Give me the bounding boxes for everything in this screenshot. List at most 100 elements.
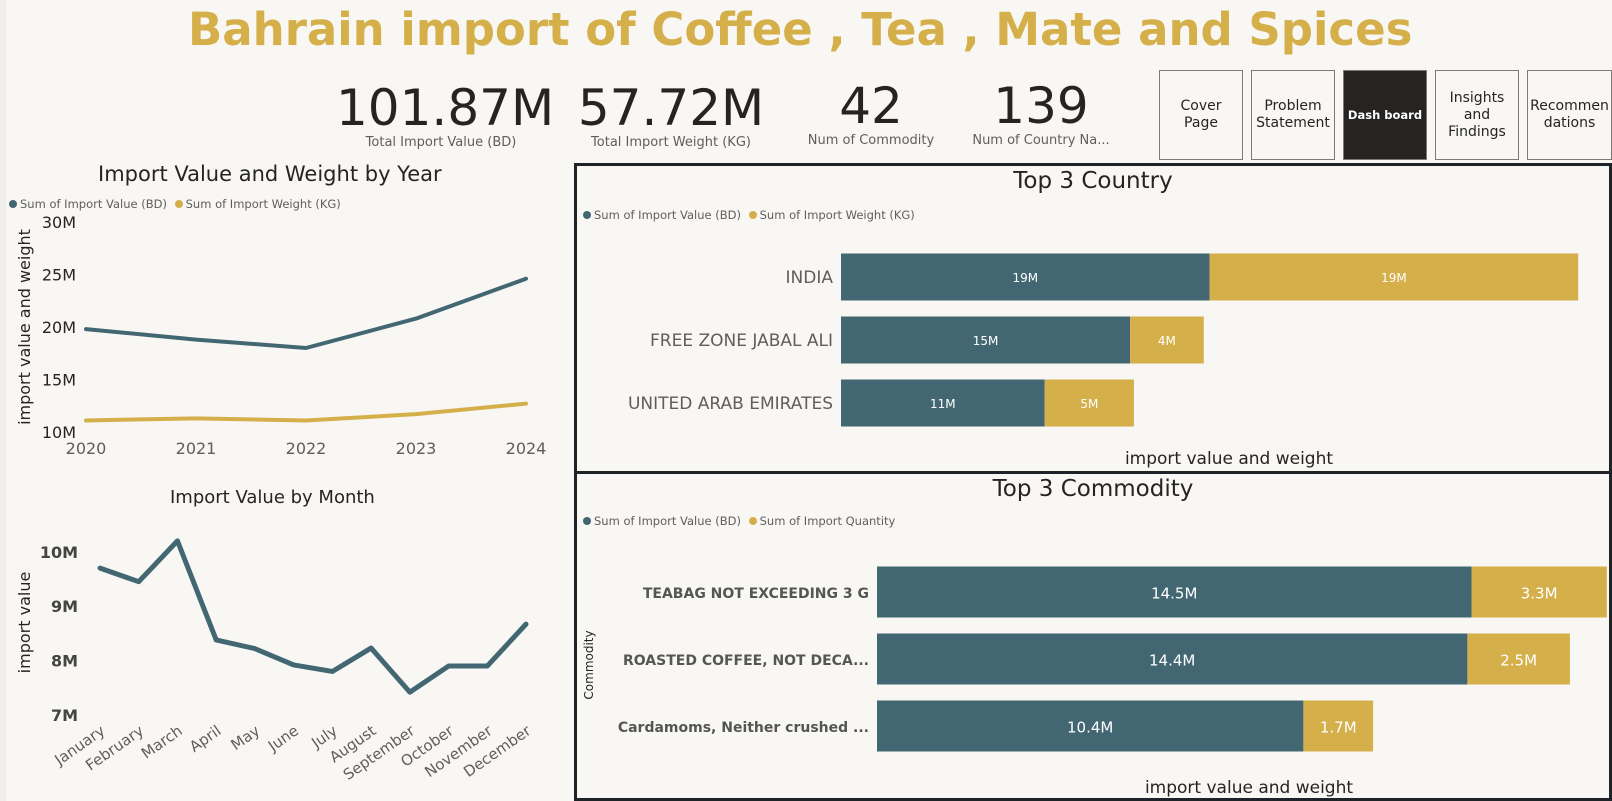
month-chart-title: Import Value by Month — [170, 487, 375, 508]
x-tick-label: 2021 — [176, 439, 217, 458]
category-label: ROASTED COFFEE, NOT DECA... — [623, 653, 869, 669]
legend-dot-weight — [748, 211, 757, 219]
y-tick-label: 10M — [42, 423, 76, 442]
commodity-bar-chart: TEABAG NOT EXCEEDING 3 G 14.5M 3.3M ROASTED… — [582, 566, 1607, 798]
x-axis-label: import value and weight — [1125, 449, 1333, 469]
data-label: 4M — [1158, 334, 1176, 348]
data-label: 3.3M — [1521, 585, 1558, 603]
legend-label-value: Sum of Import Value (BD) — [594, 514, 741, 528]
legend-label-weight: Sum of Import Weight (KG) — [759, 208, 915, 222]
legend-dot-value — [9, 200, 17, 208]
bar-segment-value — [877, 633, 1468, 685]
x-tick-label: May — [227, 721, 263, 754]
kpi-num-commodity: 42 Num of Commodity — [796, 78, 946, 148]
y-tick-label: 25M — [42, 266, 76, 285]
y-tick-label: 10M — [40, 543, 78, 562]
x-tick-label: June — [264, 722, 302, 756]
bar-segment-weight — [1209, 253, 1579, 301]
country-chart-legend: Sum of Import Value (BD) Sum of Import W… — [583, 208, 919, 222]
bar-segment-weight — [1130, 316, 1204, 364]
x-tick-label: 2020 — [66, 439, 107, 458]
data-label: 19M — [1381, 271, 1407, 285]
legend-label-value: Sum of Import Value (BD) — [20, 197, 167, 211]
data-label: 15M — [973, 334, 999, 348]
kpi-value: 139 — [993, 77, 1089, 135]
y-axis-label: import value and weight — [15, 229, 34, 425]
data-label: 11M — [930, 397, 956, 411]
commodity-chart-title: Top 3 Commodity — [992, 476, 1194, 502]
commodity-chart-legend: Sum of Import Value (BD) Sum of Import Q… — [583, 514, 899, 528]
series-line-value — [84, 276, 528, 350]
bar-segment-weight — [1471, 566, 1607, 618]
kpi-label: Num of Commodity — [807, 133, 935, 148]
kpi-label: Total Import Value (BD) — [365, 135, 517, 150]
x-tick-label: March — [138, 722, 186, 763]
data-label: 1.7M — [1320, 719, 1357, 737]
y-tick-label: 7M — [51, 706, 78, 725]
legend-label-weight: Sum of Import Weight (KG) — [185, 197, 341, 211]
x-tick-label: 2024 — [506, 439, 547, 458]
legend-dot-value — [583, 211, 591, 219]
y-tick-label: 15M — [42, 371, 76, 390]
country-chart-title: Top 3 Country — [1013, 168, 1173, 194]
category-label: UNITED ARAB EMIRATES — [628, 394, 833, 414]
top-commodity-card: Top 3 Commodity Sum of Import Value (BD)… — [574, 471, 1612, 801]
kpi-value: 42 — [839, 77, 903, 135]
kpi-total-import-value: 101.87M Total Import Value (BD) — [336, 79, 555, 150]
y-axis-label: import value — [15, 572, 34, 674]
bar-segment-weight — [1044, 379, 1134, 427]
category-label: TEABAG NOT EXCEEDING 3 G — [643, 586, 869, 602]
category-label: FREE ZONE JABAL ALI — [650, 331, 833, 351]
bar-segment-value — [841, 316, 1131, 364]
legend-label-value: Sum of Import Value (BD) — [594, 208, 741, 222]
bar-segment-weight — [1303, 700, 1374, 752]
bar-segment-value — [841, 379, 1045, 427]
kpi-value: 57.72M — [577, 79, 765, 137]
bar-segment-value — [877, 700, 1304, 752]
data-label: 10.4M — [1067, 719, 1113, 737]
kpi-label: Num of Country Na... — [972, 133, 1110, 148]
y-axis-label: Commodity — [582, 630, 596, 699]
kpi-label: Total Import Weight (KG) — [591, 135, 751, 150]
bar-segment-weight — [1467, 633, 1570, 685]
year-chart-title: Import Value and Weight by Year — [98, 162, 442, 186]
data-label: 14.4M — [1149, 652, 1195, 670]
year-line-chart: 10M 15M 20M 25M 30M 2020 2021 2022 2023 2024 impor… — [15, 213, 547, 458]
y-tick-label: 20M — [42, 318, 76, 337]
x-tick-label: April — [186, 722, 224, 756]
country-bar-chart: INDIA 19M 19M FREE ZONE JABAL ALI 15M 4M UNITE… — [628, 253, 1579, 469]
data-label: 19M — [1012, 271, 1038, 285]
legend-dot-value — [583, 517, 591, 525]
legend-dot-weight — [174, 200, 183, 208]
series-line-weight — [84, 401, 528, 423]
x-axis-label: import value and weight — [1145, 778, 1353, 798]
nav-recommendations-button[interactable]: Recommen dations — [1527, 70, 1612, 160]
data-label: 2.5M — [1500, 652, 1537, 670]
kpi-value: 101.87M — [336, 79, 555, 137]
category-label: Cardamoms, Neither crushed ... — [618, 720, 869, 736]
legend-label-quantity: Sum of Import Quantity — [759, 514, 896, 528]
category-label: INDIA — [786, 268, 834, 288]
year-chart-legend: Sum of Import Value (BD) Sum of Import W… — [9, 197, 345, 211]
y-tick-label: 30M — [42, 213, 76, 232]
report-title: Bahrain import of Coffee , Tea , Mate an… — [188, 3, 1413, 56]
nav-dashboard-button[interactable]: Dash board — [1343, 70, 1427, 160]
kpi-total-import-weight: 57.72M Total Import Weight (KG) — [576, 80, 766, 150]
nav-insights-button[interactable]: Insights and Findings — [1435, 70, 1519, 160]
x-tick-label: 2023 — [396, 439, 437, 458]
report-canvas: Bahrain import of Coffee , Tea , Mate an… — [6, 0, 1612, 801]
data-label: 5M — [1080, 397, 1098, 411]
top-country-card: Top 3 Country Sum of Import Value (BD) S… — [574, 163, 1612, 475]
nav-cover-page-button[interactable]: Cover Page — [1159, 70, 1243, 160]
legend-dot-quantity — [748, 517, 757, 525]
bar-segment-value — [877, 566, 1472, 618]
bar-segment-value — [841, 253, 1210, 301]
x-tick-label: 2022 — [286, 439, 327, 458]
y-tick-label: 9M — [51, 597, 78, 616]
y-tick-label: 8M — [51, 652, 78, 671]
nav-problem-statement-button[interactable]: Problem Statement — [1251, 70, 1335, 160]
data-label: 14.5M — [1151, 585, 1197, 603]
kpi-num-country: 139 Num of Country Na... — [966, 78, 1116, 148]
series-line-value — [97, 538, 529, 695]
